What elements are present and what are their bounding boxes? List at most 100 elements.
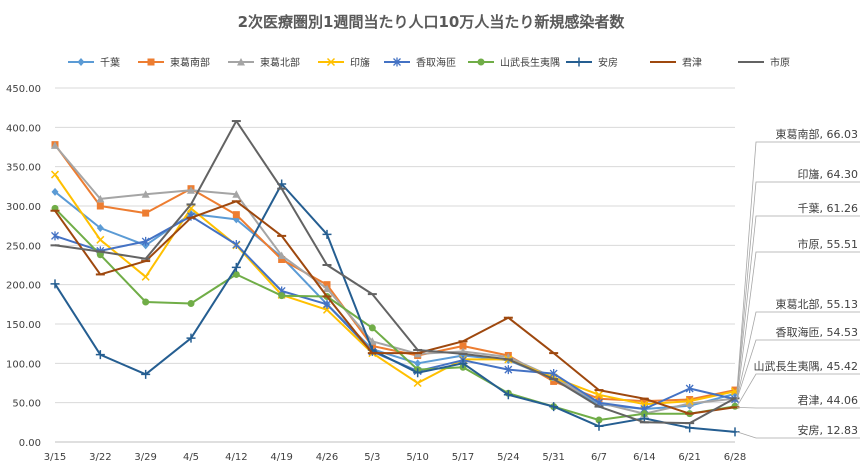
data-point: [187, 300, 195, 308]
legend-marker: [574, 57, 584, 67]
data-point: [96, 235, 105, 244]
x-tick-label: 6/21: [678, 452, 700, 463]
legend-item-7: 安房: [566, 56, 618, 69]
x-tick-label: 5/24: [497, 452, 519, 463]
callout-leader: [736, 181, 860, 392]
callout-label: 千葉, 61.26: [798, 201, 858, 215]
callout-9: 安房, 12.83: [736, 423, 860, 439]
callout-leader: [736, 311, 860, 399]
data-point: [142, 209, 150, 217]
x-tick-label: 5/31: [542, 452, 564, 463]
data-point: [640, 397, 648, 405]
series-6: [51, 204, 739, 424]
data-point: [504, 365, 513, 375]
callout-3: 千葉, 61.26: [736, 201, 860, 394]
legend-label: 君津: [682, 57, 702, 69]
y-tick-label: 50.00: [12, 399, 41, 410]
legend-item-1: 千葉: [68, 56, 120, 69]
data-point: [51, 141, 59, 149]
legend-label: 山武長生夷隅: [500, 56, 560, 69]
series-4: [50, 170, 740, 409]
data-point: [459, 342, 467, 350]
data-point: [368, 324, 376, 332]
callout-label: 山武長生夷隅, 45.42: [754, 359, 858, 373]
series-line: [54, 200, 736, 415]
data-point: [549, 369, 558, 379]
data-point: [95, 350, 105, 360]
legend-label: 市原: [770, 56, 790, 69]
series-5: [51, 211, 739, 414]
callout-2: 印旛, 64.30: [736, 167, 860, 392]
callout-5: 東葛北部, 55.13: [736, 297, 860, 399]
data-point: [685, 423, 695, 433]
x-tick-label: 6/7: [591, 452, 607, 463]
data-point: [96, 202, 104, 210]
callout-label: 香取海匝, 54.53: [776, 325, 858, 339]
data-point: [232, 211, 240, 219]
legend-label: 安房: [598, 56, 618, 69]
callout-leader: [736, 141, 860, 391]
callout-6: 香取海匝, 54.53: [736, 325, 860, 400]
legend-marker: [147, 58, 155, 66]
data-point: [141, 369, 151, 379]
gridlines: [55, 87, 735, 443]
data-point: [232, 190, 241, 198]
x-tick-label: 5/17: [452, 452, 474, 463]
series-1: [51, 187, 739, 413]
data-point: [594, 421, 604, 431]
data-point: [277, 251, 286, 260]
x-tick-label: 4/26: [316, 452, 338, 463]
callout-8: 君津, 44.06: [736, 394, 860, 409]
y-tick-label: 200.00: [6, 281, 41, 292]
legend-item-3: 東葛北部: [228, 56, 300, 69]
data-point: [141, 236, 150, 246]
series-8: [50, 200, 740, 415]
x-tick-label: 4/5: [183, 452, 199, 463]
data-point: [685, 397, 694, 406]
data-point: [323, 284, 331, 293]
legend-marker: [326, 57, 336, 67]
data-point: [232, 240, 241, 250]
data-point: [187, 186, 195, 194]
data-point: [595, 416, 603, 424]
y-axis: 0.00 50.00 100.00 150.00 200.00 250.00 300.00 3…: [6, 84, 41, 449]
x-tick-label: 3/22: [89, 452, 111, 463]
y-tick-label: 250.00: [6, 241, 41, 252]
callout-label: 君津, 44.06: [798, 394, 858, 407]
data-point: [141, 272, 150, 281]
series-2: [51, 141, 739, 405]
data-point: [413, 368, 423, 378]
callout-label: 安房, 12.83: [798, 423, 858, 437]
series-line: [54, 120, 736, 425]
legend-item-8: 君津: [650, 57, 702, 69]
data-point: [232, 270, 240, 278]
data-point: [51, 231, 59, 241]
data-point: [413, 378, 422, 388]
data-point: [142, 298, 150, 306]
y-tick-label: 0.00: [19, 438, 41, 449]
y-tick-label: 150.00: [6, 320, 41, 331]
series-7: [50, 179, 740, 437]
data-point: [503, 390, 513, 400]
series-line: [54, 207, 736, 421]
data-point: [50, 279, 60, 289]
x-tick-label: 3/29: [134, 452, 156, 463]
legend-item-4: 印旛: [318, 56, 370, 69]
x-tick-label: 5/3: [364, 452, 380, 463]
data-point: [278, 255, 286, 263]
x-tick-label: 6/28: [724, 452, 746, 463]
callout-label: 市原, 55.51: [798, 237, 858, 251]
legend-item-5: 香取海匝: [384, 56, 456, 69]
callout-leader: [736, 339, 860, 400]
data-point: [322, 229, 332, 239]
callout-1: 東葛南部, 66.03: [736, 127, 860, 391]
series-9: [50, 120, 740, 425]
data-point: [414, 359, 422, 368]
x-tick-label: 4/19: [270, 452, 292, 463]
data-point: [549, 402, 559, 412]
data-callouts: 東葛南部, 66.03 印旛, 64.30 千葉, 61.26 市原, 55.51 東葛…: [736, 127, 860, 439]
legend-label: 東葛南部: [170, 56, 210, 69]
data-point: [640, 410, 648, 418]
series-line: [54, 191, 736, 410]
series-lines: [50, 120, 740, 437]
